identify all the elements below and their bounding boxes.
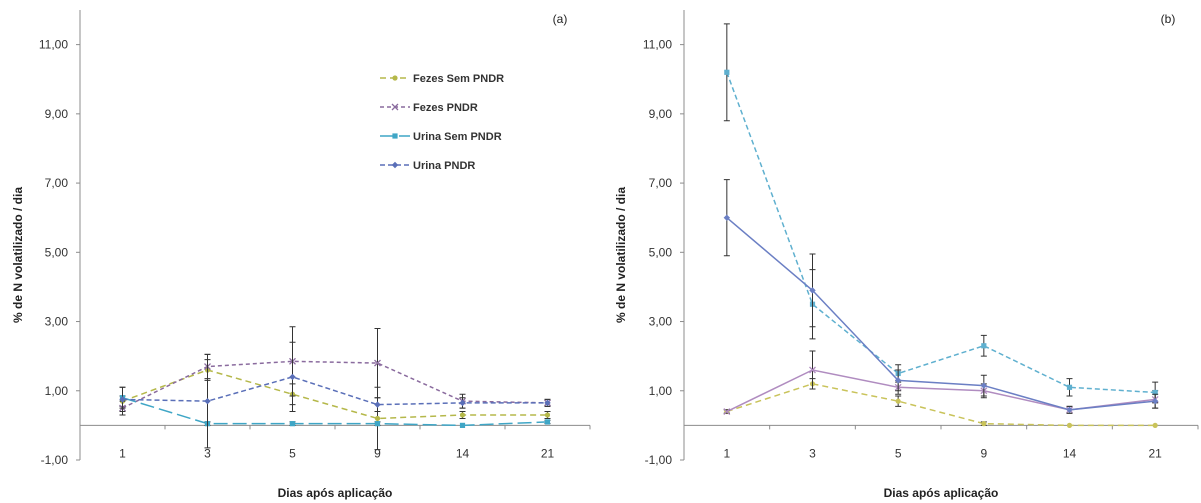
series-line bbox=[122, 376, 548, 406]
data-point bbox=[724, 69, 730, 75]
data-point bbox=[374, 401, 381, 408]
legend-marker bbox=[392, 133, 398, 139]
data-point bbox=[1066, 422, 1073, 428]
panel-a: -1,00 1,00 3,00 5,00 7,00 9,00 11,00 1 3 5 9 14 21 % … bbox=[11, 10, 591, 500]
x-tick-label: 14 bbox=[456, 446, 470, 460]
series-line bbox=[122, 360, 548, 409]
data-point bbox=[1152, 389, 1158, 396]
x-tick-label: 1 bbox=[723, 446, 730, 460]
data-point bbox=[981, 421, 987, 427]
data-point bbox=[895, 398, 901, 404]
x-tick-label: 9 bbox=[980, 446, 987, 460]
series-line bbox=[726, 217, 1156, 411]
data-point bbox=[544, 412, 551, 418]
series-urina-pndr bbox=[723, 179, 1159, 414]
y-tick-label: -1,00 bbox=[645, 453, 673, 467]
series-line bbox=[726, 72, 1156, 394]
y-tick-label: 5,00 bbox=[649, 245, 673, 259]
x-tick-label: 3 bbox=[809, 446, 816, 460]
data-point bbox=[1066, 406, 1073, 414]
y-tick-label: 9,00 bbox=[649, 107, 673, 121]
x-tick-label: 21 bbox=[541, 446, 555, 460]
series-urina-sem-pndr bbox=[119, 386, 551, 428]
data-point bbox=[809, 366, 816, 374]
data-point bbox=[374, 415, 381, 422]
y-tick-label: 1,00 bbox=[45, 384, 69, 398]
y-tick-label: -1,00 bbox=[41, 453, 69, 467]
series-line bbox=[726, 383, 1156, 427]
y-axis-title: % de N volatilizado / dia bbox=[11, 187, 25, 323]
data-point bbox=[980, 382, 988, 389]
series-urina-sem-pndr bbox=[723, 23, 1159, 404]
data-point bbox=[459, 399, 466, 407]
data-point bbox=[1152, 422, 1158, 428]
series-line bbox=[726, 369, 1156, 413]
panel-b: -1,00 1,00 3,00 5,00 7,00 9,00 11,00 1 3 5 9 14 21 % … bbox=[614, 10, 1199, 500]
data-point bbox=[289, 373, 296, 381]
panel-label: (b) bbox=[1161, 12, 1176, 26]
data-point bbox=[894, 377, 902, 384]
data-point bbox=[374, 421, 381, 427]
series-urina-pndr bbox=[119, 341, 551, 449]
legend-label: Fezes Sem PNDR bbox=[413, 73, 504, 85]
x-tick-label: 21 bbox=[1148, 446, 1162, 460]
legend-label: Urina PNDR bbox=[413, 160, 475, 172]
legend-label: Urina Sem PNDR bbox=[413, 131, 502, 143]
data-point bbox=[289, 421, 296, 427]
data-point bbox=[204, 397, 211, 405]
data-point bbox=[723, 408, 731, 415]
legend: Fezes Sem PNDR Fezes PNDR Urina Sem PNDR Ur… bbox=[380, 73, 504, 172]
data-point bbox=[1066, 384, 1073, 390]
series-line bbox=[122, 369, 548, 420]
legend-label: Fezes PNDR bbox=[413, 102, 478, 114]
legend-marker bbox=[391, 161, 399, 169]
legend-marker bbox=[392, 75, 398, 81]
series-fezes-sem-pndr bbox=[119, 359, 551, 451]
data-point bbox=[544, 399, 551, 407]
data-point bbox=[723, 214, 731, 221]
y-tick-label: 5,00 bbox=[45, 245, 69, 259]
series-fezes-pndr bbox=[119, 326, 551, 416]
y-tick-label: 7,00 bbox=[649, 176, 673, 190]
data-point bbox=[459, 422, 466, 428]
x-tick-label: 5 bbox=[895, 446, 902, 460]
data-point bbox=[1151, 397, 1159, 405]
data-point bbox=[459, 412, 466, 418]
panel-label: (a) bbox=[553, 12, 568, 26]
y-axis-title: % de N volatilizado / dia bbox=[614, 187, 628, 323]
y-tick-label: 11,00 bbox=[39, 38, 68, 52]
series-fezes-sem-pndr bbox=[723, 378, 1158, 428]
y-tick-label: 1,00 bbox=[649, 384, 673, 398]
x-tick-label: 14 bbox=[1063, 446, 1077, 460]
x-axis-title: Dias após aplicação bbox=[884, 486, 999, 500]
y-tick-label: 3,00 bbox=[45, 315, 69, 329]
data-point bbox=[981, 343, 987, 349]
data-point bbox=[544, 419, 551, 425]
y-tick-label: 3,00 bbox=[649, 315, 673, 329]
data-point bbox=[374, 359, 381, 367]
x-tick-label: 1 bbox=[119, 446, 126, 460]
series-line bbox=[122, 396, 548, 427]
x-axis-title: Dias após aplicação bbox=[278, 486, 393, 500]
y-tick-label: 11,00 bbox=[643, 38, 672, 52]
x-tick-label: 9 bbox=[374, 446, 381, 460]
data-point bbox=[119, 396, 126, 403]
legend-marker bbox=[391, 103, 399, 111]
y-tick-label: 7,00 bbox=[45, 176, 69, 190]
x-tick-label: 3 bbox=[204, 446, 211, 460]
x-tick-label: 5 bbox=[289, 446, 296, 460]
data-point bbox=[809, 287, 816, 294]
y-tick-label: 9,00 bbox=[45, 107, 69, 121]
